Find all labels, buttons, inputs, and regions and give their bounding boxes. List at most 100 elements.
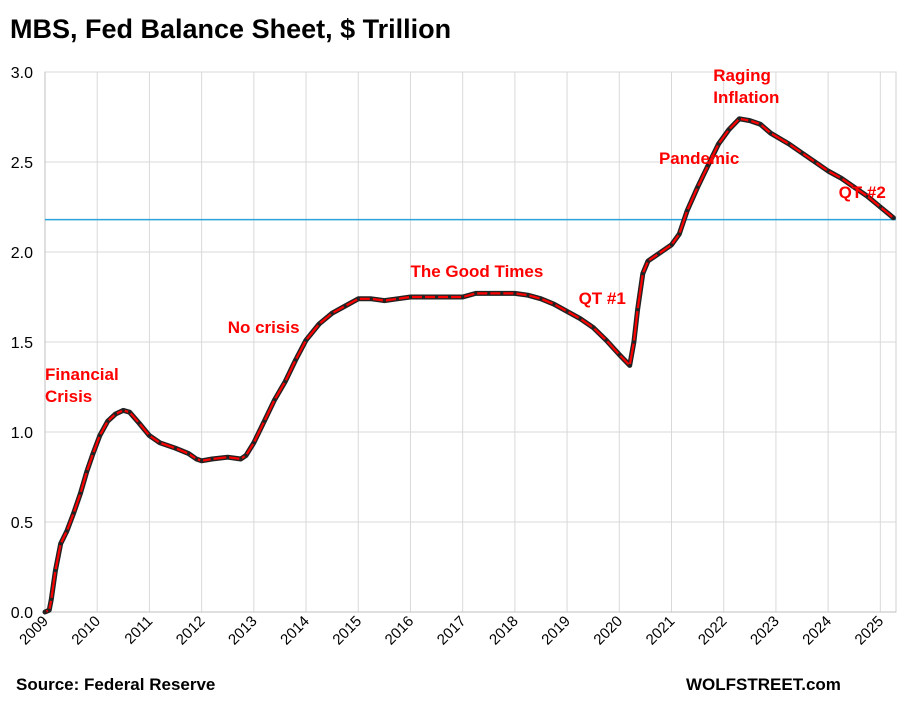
series-line xyxy=(43,117,895,614)
series-layer xyxy=(42,116,896,615)
annotation-line: Crisis xyxy=(45,387,92,406)
data-point xyxy=(369,297,373,301)
data-point xyxy=(226,455,230,459)
data-point xyxy=(448,295,452,299)
y-tick-label: 1.0 xyxy=(11,425,33,442)
data-point xyxy=(113,412,118,416)
x-tick-label: 2013 xyxy=(225,613,261,649)
annotation-label: Financial Crisis xyxy=(45,365,119,406)
data-point xyxy=(526,293,530,297)
data-point xyxy=(696,185,700,189)
annotation-label: QT #1 xyxy=(579,289,626,308)
data-point xyxy=(865,194,869,198)
annotation-line: Financial xyxy=(45,365,119,384)
x-tick-label: 2025 xyxy=(852,613,888,649)
data-point xyxy=(591,326,595,330)
data-point xyxy=(78,491,83,495)
data-point xyxy=(382,299,386,303)
annotation-label: No crisis xyxy=(228,318,300,337)
annotation-line: Inflation xyxy=(713,88,779,107)
x-tick-label: 2019 xyxy=(538,613,574,649)
x-tick-label: 2017 xyxy=(434,613,470,649)
data-point xyxy=(158,441,162,445)
data-point xyxy=(294,358,298,362)
x-tick-label: 2011 xyxy=(121,613,156,648)
data-point xyxy=(59,542,63,546)
data-point xyxy=(137,421,141,425)
data-point xyxy=(669,243,674,247)
data-point xyxy=(194,457,198,461)
annotation-label: QT #2 xyxy=(839,183,886,202)
data-point xyxy=(304,338,308,342)
data-point xyxy=(239,457,243,461)
data-point xyxy=(839,176,843,180)
data-point xyxy=(173,446,178,450)
annotation-layer: Financial Crisis No crisis The Good Times QT… xyxy=(45,66,886,406)
data-point xyxy=(408,295,413,299)
data-point xyxy=(500,291,504,295)
data-point xyxy=(578,317,582,321)
data-point xyxy=(395,297,399,301)
data-point xyxy=(200,459,204,463)
data-point xyxy=(628,363,632,367)
data-point xyxy=(878,205,882,209)
source-label: Source: Federal Reserve xyxy=(16,675,216,694)
data-point xyxy=(737,117,742,121)
data-point xyxy=(356,297,360,301)
x-tick-label: 2014 xyxy=(277,613,313,649)
grid-layer xyxy=(44,71,897,613)
x-tick-label: 2015 xyxy=(329,613,365,649)
data-point xyxy=(552,302,556,306)
data-point xyxy=(646,259,650,263)
data-point xyxy=(891,216,896,220)
data-point xyxy=(49,597,53,602)
data-point xyxy=(121,408,125,412)
data-point xyxy=(47,608,51,612)
y-tick-label: 2.0 xyxy=(11,245,33,262)
data-point xyxy=(769,131,773,135)
data-point xyxy=(617,353,621,357)
data-point xyxy=(262,419,266,423)
x-tick-label: 2012 xyxy=(173,613,209,649)
data-point xyxy=(539,297,543,301)
data-point xyxy=(343,304,347,308)
data-point xyxy=(852,185,856,189)
annotation-line: QT #2 xyxy=(839,183,886,202)
y-tick-label: 3.0 xyxy=(11,65,33,82)
x-tick-label: 2023 xyxy=(747,613,783,649)
data-point xyxy=(748,119,752,123)
x-tick-label: 2024 xyxy=(799,613,835,649)
data-point xyxy=(317,322,321,326)
data-point xyxy=(98,434,102,438)
annotation-label: The Good Times xyxy=(410,262,543,281)
data-point xyxy=(727,128,731,132)
annotation-line: Pandemic xyxy=(659,149,739,168)
data-point xyxy=(65,529,69,533)
x-tick-label: 2018 xyxy=(486,613,522,649)
x-tick-label: 2016 xyxy=(382,613,418,649)
data-point xyxy=(487,291,491,295)
x-tick-label: 2022 xyxy=(695,613,731,649)
annotation-line: No crisis xyxy=(228,318,300,337)
data-point xyxy=(474,291,478,295)
data-point xyxy=(421,295,426,299)
data-point xyxy=(813,160,817,164)
data-point xyxy=(43,610,47,614)
annotation-label: Raging Inflation xyxy=(713,66,779,107)
data-point xyxy=(461,295,465,299)
data-point xyxy=(147,434,151,438)
data-point xyxy=(706,164,710,168)
data-point xyxy=(91,452,95,456)
data-point xyxy=(244,453,248,457)
data-point xyxy=(826,169,830,173)
x-tick-label: 2020 xyxy=(591,613,627,649)
data-point xyxy=(106,419,110,423)
data-point xyxy=(187,452,191,456)
data-point xyxy=(758,122,762,126)
brand-label: WOLFSTREET.com xyxy=(686,675,841,694)
data-point xyxy=(641,272,645,276)
data-point xyxy=(72,511,76,515)
annotation-line: QT #1 xyxy=(579,289,626,308)
y-tick-label: 0.0 xyxy=(11,605,33,622)
